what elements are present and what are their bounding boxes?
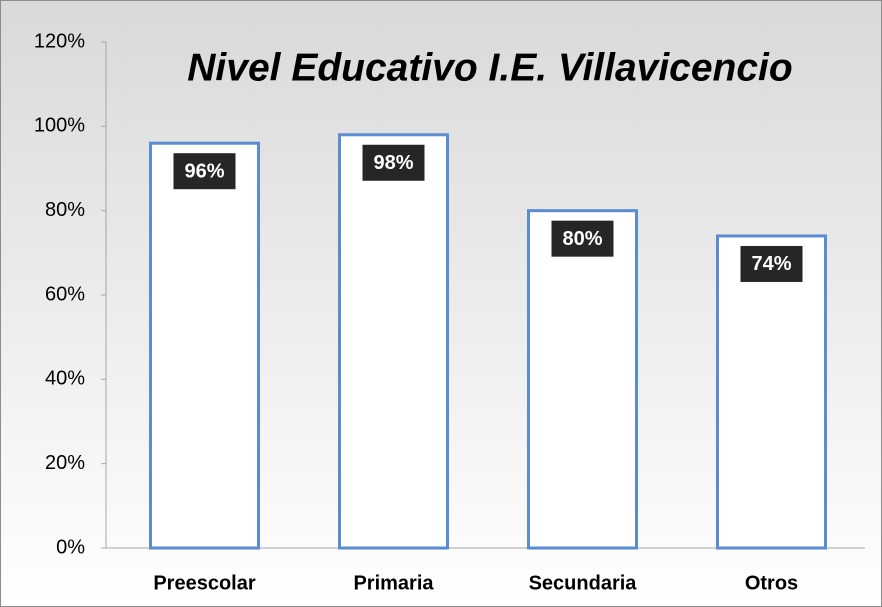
data-label: 74%: [751, 253, 791, 275]
x-tick-label: Otros: [745, 572, 798, 594]
y-tick-label: 100%: [34, 115, 85, 137]
data-label-box: [362, 144, 425, 181]
y-tick-label: 80%: [45, 199, 85, 221]
data-label-box: [740, 245, 803, 282]
bar: [527, 209, 638, 550]
bar: [149, 141, 260, 550]
x-tick-label: Secundaria: [529, 572, 638, 594]
y-tick-label: 0%: [56, 536, 85, 558]
chart-title: Nivel Educativo I.E. Villavicencio: [187, 46, 792, 89]
data-label-box: [551, 220, 614, 257]
y-tick-label: 20%: [45, 452, 85, 474]
x-tick-label: Primaria: [353, 572, 434, 594]
data-label: 80%: [562, 228, 602, 250]
y-tick-label: 60%: [45, 283, 85, 305]
data-label-box: [173, 153, 236, 190]
data-label: 98%: [373, 152, 413, 174]
bar: [716, 234, 827, 550]
bar: [338, 133, 449, 550]
y-tick-label: 40%: [45, 368, 85, 390]
x-tick-label: Preescolar: [153, 572, 256, 594]
y-tick-label: 120%: [34, 30, 85, 52]
data-label: 96%: [184, 160, 224, 182]
